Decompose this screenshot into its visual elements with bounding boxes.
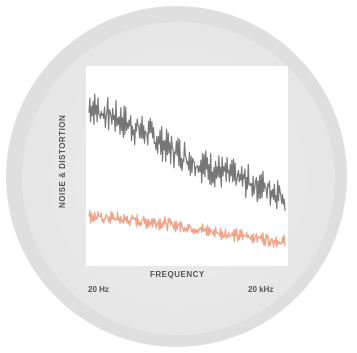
y-axis-label: NOISE & DISTORTION: [58, 114, 67, 208]
x-tick-label-max: 20 kHz: [248, 285, 274, 294]
plot-area: [88, 93, 286, 248]
plot-panel: [86, 66, 288, 266]
series-line-distortion: [88, 93, 286, 211]
series-line-noise: [88, 209, 286, 248]
x-axis-label: FREQUENCY: [150, 270, 205, 279]
x-tick-label-min: 20 Hz: [88, 285, 109, 294]
